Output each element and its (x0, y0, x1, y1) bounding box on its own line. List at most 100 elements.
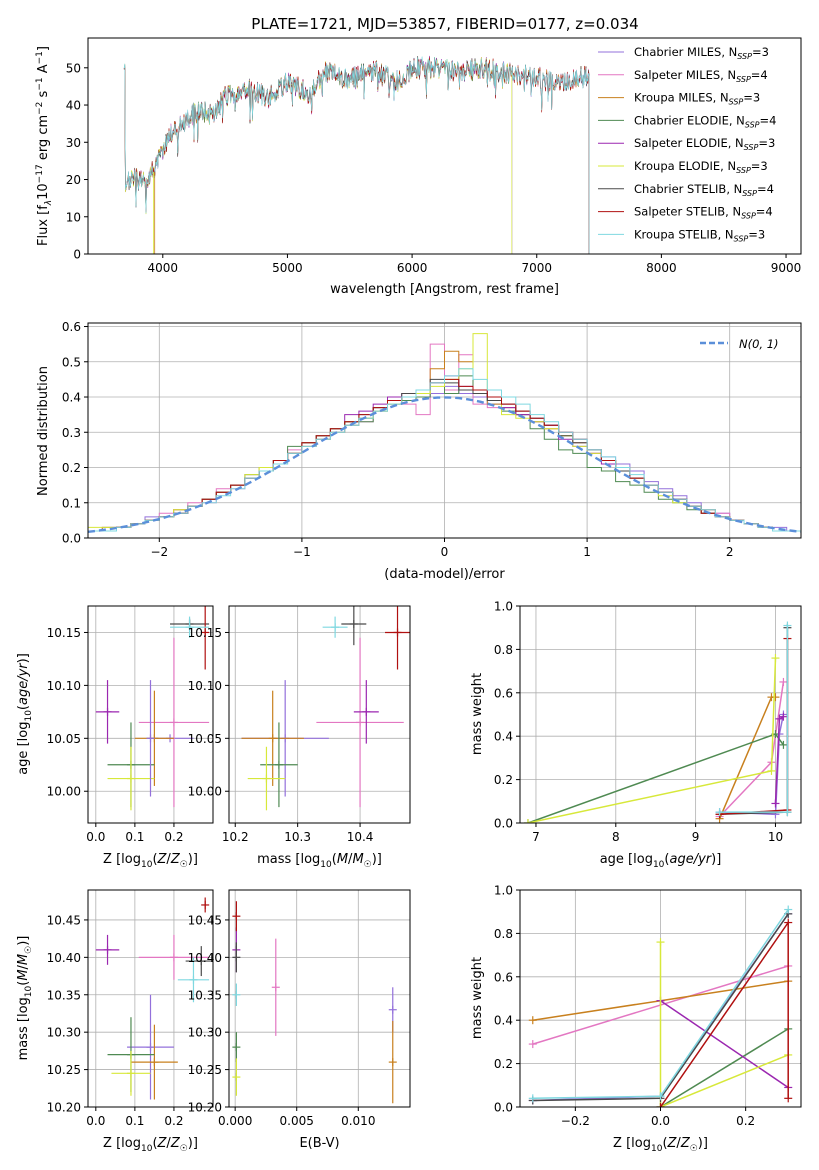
data-point (138, 637, 210, 808)
plot-area (95, 606, 210, 811)
x-tick-label: 10.3 (284, 830, 311, 844)
label-part: Z [log (103, 1136, 141, 1151)
data-point (111, 1050, 151, 1096)
label-part: age/yr (16, 662, 31, 705)
y-tick-label: 0.4 (62, 391, 81, 405)
label-part: )] (16, 653, 31, 663)
gaussian-curve (88, 396, 801, 533)
label-part: Z (170, 852, 181, 867)
data-point (201, 897, 210, 913)
x-tick-label: −2 (150, 545, 168, 559)
axes-frame (87, 37, 802, 255)
label-part: / (348, 852, 353, 867)
data-point (95, 934, 120, 965)
legend-text: Salpeter ELODIE, N (634, 136, 744, 150)
legend-sub: SSP (736, 166, 751, 175)
y-tick-label: 0.4 (494, 1014, 513, 1028)
x-axis-label: Z [log10(Z/Z☉)] (103, 852, 198, 870)
plot-area (241, 606, 410, 811)
label-part: Z (157, 852, 168, 867)
x-tick-label: 9 (692, 830, 700, 844)
x-tick-label: 0.0 (86, 830, 105, 844)
legend-text: =4 (756, 205, 773, 219)
y-tick-label: 0.8 (494, 643, 513, 657)
y-tick-label: 10.10 (188, 679, 222, 693)
y-tick-label: 0.0 (494, 817, 513, 831)
y-tick-label: 0.4 (494, 730, 513, 744)
plot-area (123, 55, 590, 254)
label-part: −17 (35, 164, 45, 183)
label-part: 10 (24, 985, 34, 997)
label-part: 10 (651, 1144, 663, 1154)
label-part: age [log (16, 722, 31, 775)
y-tick-label: 10.00 (47, 785, 81, 799)
label-part: 10 (24, 710, 34, 722)
label-part: λ (44, 200, 54, 206)
data-point (388, 1020, 397, 1104)
panel-6: 0.000 0.005 0.010 10.20 10.25 10.30 10.35 10.40… (188, 889, 411, 1128)
data-point (177, 957, 210, 1003)
data-point (353, 680, 379, 744)
label-part: Z (157, 1136, 168, 1151)
label-part: Flux [f (36, 205, 51, 246)
y-tick-label: 10.20 (47, 1101, 81, 1115)
label-part: E(B-V) (299, 1136, 339, 1151)
plot-area (88, 333, 801, 538)
data-point (385, 606, 410, 670)
label-part: mass weight (470, 673, 485, 755)
y-tick-label: 10.15 (188, 626, 222, 640)
data-point (247, 746, 286, 811)
data-point (107, 746, 155, 811)
x-axis-label: age [log10(age/yr)] (600, 852, 722, 870)
y-tick-label: 0.6 (494, 686, 513, 700)
label-part: M (16, 954, 31, 965)
label-part: s (36, 90, 51, 101)
x-tick-label: 0.1 (125, 830, 144, 844)
spectrum-line (123, 56, 513, 254)
label-part: )] (711, 852, 721, 867)
legend-text: Kroupa ELODIE, N (634, 159, 736, 173)
axes-frame (87, 605, 214, 824)
label-part: ☉ (690, 1144, 698, 1154)
y-tick-label: 10.00 (188, 785, 222, 799)
y-tick-label: 10.10 (47, 679, 81, 693)
label-part: −1 (35, 51, 45, 64)
data-point (271, 938, 280, 1036)
data-point (127, 994, 174, 1100)
x-tick-label: 6000 (397, 261, 428, 275)
legend-text: =3 (748, 227, 765, 241)
data-point (146, 680, 155, 797)
y-tick-label: 0.6 (494, 970, 513, 984)
label-part: A (36, 64, 51, 77)
label-part: ☉ (24, 946, 34, 954)
x-tick-label: 0.000 (218, 1114, 252, 1128)
data-point (232, 942, 241, 973)
legend-entry: Kroupa ELODIE, NSSP=3 (634, 159, 768, 175)
label-part: ( (16, 705, 31, 710)
legend-text: Salpeter MILES, N (634, 68, 736, 82)
data-point (322, 616, 348, 638)
y-tick-label: 10.30 (188, 1026, 222, 1040)
legend-text: =3 (758, 136, 775, 150)
weight-line (660, 1000, 789, 1089)
label-part: / (166, 852, 171, 867)
legend-sub: SSP (741, 212, 756, 221)
label-part: )] (372, 852, 382, 867)
y-tick-label: 0.6 (62, 320, 81, 334)
panel-7: −0.2 0.0 0.2 0.0 0.2 0.4 0.6 0.8 1.0 (494, 884, 802, 1128)
y-tick-label: 10.30 (47, 1026, 81, 1040)
x-tick-label: 10.2 (222, 830, 249, 844)
spectrum-line (123, 56, 590, 254)
y-tick-label: 0.1 (62, 496, 81, 510)
label-part: )] (188, 852, 198, 867)
y-tick-label: 10.45 (47, 913, 81, 927)
y-tick-label: 10.35 (47, 988, 81, 1002)
y-axis-label: mass weight (470, 673, 485, 755)
label-part: / (676, 1136, 681, 1151)
data-point (130, 1024, 178, 1100)
y-tick-label: 10.40 (47, 951, 81, 965)
panel-0: 4000 5000 6000 7000 8000 9000 0 10 20 30 40 50 Chabr… (66, 37, 802, 275)
x-tick-label: 10.4 (347, 830, 374, 844)
y-tick-label: 0.5 (62, 355, 81, 369)
legend-entry: Salpeter STELIB, NSSP=4 (634, 205, 773, 221)
